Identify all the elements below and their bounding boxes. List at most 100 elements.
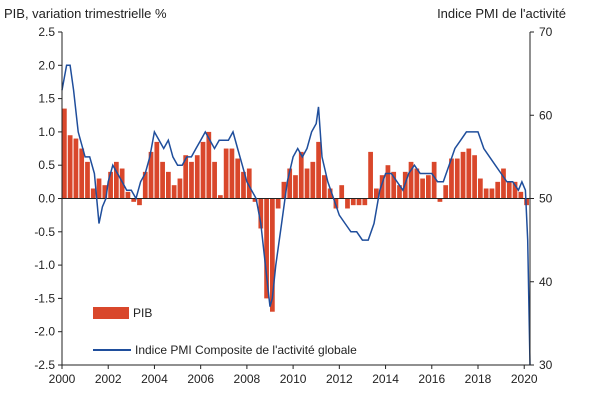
pib-bar <box>67 135 73 199</box>
pib-bar <box>177 178 183 199</box>
pib-bar <box>391 171 397 199</box>
legend-item-pib: PIB <box>93 306 152 320</box>
pib-bar <box>431 161 437 199</box>
pib-bar <box>472 155 477 199</box>
x-tick-label: 2008 <box>234 372 261 386</box>
pib-bar <box>408 161 414 199</box>
left-tick-label: 1.5 <box>38 92 55 106</box>
pib-bar <box>437 198 443 202</box>
pib-bar <box>385 165 391 199</box>
pib-bar <box>518 191 524 199</box>
pib-bar <box>397 185 402 199</box>
pib-bar <box>96 178 102 199</box>
pib-bar <box>252 198 258 202</box>
pib-bar <box>270 198 275 312</box>
pib-bar <box>374 188 379 199</box>
pib-bar <box>241 171 246 199</box>
x-tick-label: 2012 <box>326 372 353 386</box>
pib-bar <box>466 148 472 199</box>
pib-bar <box>478 178 483 199</box>
pib-bar <box>131 198 137 202</box>
pib-bar <box>489 188 495 199</box>
pib-bar <box>223 148 229 199</box>
pib-bar <box>142 171 148 199</box>
legend-swatch-pmi <box>93 349 131 351</box>
right-tick-label: 50 <box>539 192 553 206</box>
pib-bars <box>62 108 529 312</box>
legend-label-pmi: Indice PMI Composite de l'activité globa… <box>135 343 357 357</box>
pib-bar <box>327 188 333 199</box>
right-tick-label: 70 <box>539 25 553 39</box>
pib-bar <box>281 181 287 199</box>
pib-bar <box>454 158 460 199</box>
legend-swatch-pib <box>93 307 129 319</box>
x-tick-label: 2020 <box>511 372 538 386</box>
pib-bar <box>246 168 252 199</box>
pib-bar <box>212 161 217 199</box>
x-tick-label: 2010 <box>280 372 307 386</box>
legend-label-pib: PIB <box>133 306 153 320</box>
pib-bar <box>62 108 67 199</box>
x-tick-label: 2006 <box>187 372 214 386</box>
pib-bar <box>85 161 90 199</box>
pib-bar <box>304 168 310 199</box>
pib-bar <box>350 198 356 206</box>
pib-bar <box>379 175 385 199</box>
chart-axes: 2.5 2.0 1.5 1.0 0.5 0.0 -0.5 -1.0 -1.5 -2.0 -2.5 70… <box>34 25 552 386</box>
pib-bar <box>102 185 108 199</box>
pib-bar <box>119 168 125 199</box>
pib-bar <box>264 198 269 299</box>
pib-bar <box>206 131 212 199</box>
left-tick-label: -2.0 <box>34 325 55 339</box>
pib-bar <box>483 188 489 199</box>
pib-bar <box>258 198 264 229</box>
pib-bar <box>316 141 321 199</box>
right-axis-title: Indice PMI de l'activité <box>437 6 566 21</box>
left-tick-label: -0.5 <box>34 225 55 239</box>
pib-bar <box>160 161 165 199</box>
left-axis-title: PIB, variation trimestrielle % <box>4 6 167 21</box>
left-tick-label: 2.5 <box>38 25 55 39</box>
pib-bar <box>218 195 223 199</box>
pib-bar <box>362 198 368 206</box>
pib-bar <box>512 181 518 199</box>
pib-bar <box>183 155 189 199</box>
pib-bar <box>114 161 119 199</box>
pib-bar <box>166 171 171 199</box>
x-tick-label: 2016 <box>418 372 445 386</box>
pib-bar <box>137 198 142 206</box>
pib-bar <box>125 191 131 199</box>
left-tick-label: -1.0 <box>34 258 55 272</box>
pib-bar <box>420 178 425 199</box>
x-tick-label: 2000 <box>49 372 76 386</box>
x-tick-label: 2002 <box>95 372 122 386</box>
pib-bar <box>200 141 206 199</box>
pib-bar <box>322 175 327 199</box>
right-tick-label: 60 <box>539 108 553 122</box>
pmi-line <box>61 64 531 366</box>
pib-bar <box>443 185 449 199</box>
right-tick-label: 40 <box>539 275 553 289</box>
pib-bar <box>90 188 96 199</box>
pib-bar <box>460 151 466 199</box>
pib-bar <box>79 148 85 199</box>
pib-bar <box>229 148 235 199</box>
pib-bar <box>501 168 506 199</box>
pib-bar <box>449 158 454 199</box>
pib-bar <box>287 168 293 199</box>
pib-bar <box>194 155 200 199</box>
pib-bar <box>235 158 241 199</box>
pib-bar <box>148 151 154 199</box>
pib-bar <box>189 161 194 199</box>
pib-bar <box>293 175 298 199</box>
pib-bar <box>426 175 431 199</box>
legend-item-pmi: Indice PMI Composite de l'activité globa… <box>93 343 357 357</box>
left-tick-label: 0.5 <box>38 158 55 172</box>
pib-bar <box>345 198 350 209</box>
pib-bar <box>73 138 79 199</box>
x-tick-label: 2018 <box>465 372 492 386</box>
pib-bar <box>339 185 345 199</box>
pib-bar <box>414 168 420 199</box>
left-tick-label: 0.0 <box>38 192 55 206</box>
